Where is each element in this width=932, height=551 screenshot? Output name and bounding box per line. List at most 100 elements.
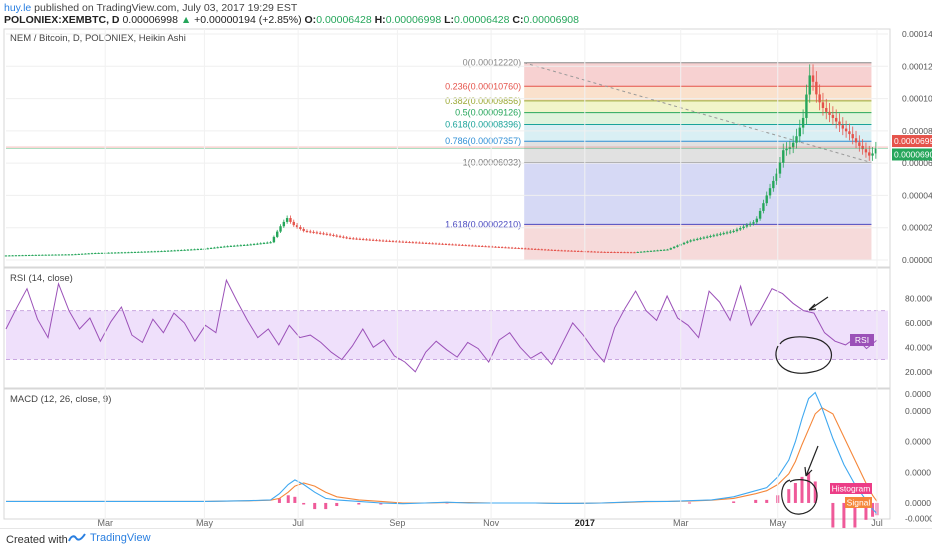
chart-area[interactable]: 0(0.00012220) 0.236(0.00010760) 0.382(0.00… [0,28,932,528]
fib-trend-line [524,62,872,164]
price-candle-body [676,245,679,247]
price-candle-body [371,239,375,241]
price-candle-body [834,117,838,122]
price-candle-body [348,238,352,240]
price-candle-body [292,221,295,226]
low-value: 0.00006428 [454,14,510,26]
macd-histogram-bar [864,502,868,520]
price-candle-body [37,254,41,256]
price-tick-label: 0.00008000 [902,126,932,136]
price-candle-body [643,251,646,253]
price-candle-body [600,251,603,253]
publish-line: huy.le published on TradingView.com, Jul… [4,2,297,14]
price-candle-body [312,231,315,233]
price-candle-body [401,241,405,243]
price-tick-label: 0.00002000 [902,223,932,233]
x-tick-label: Mar [673,518,689,528]
macd-histogram-bar [277,498,281,503]
price-candle-body [798,127,801,137]
price-tick-label: 0.00012000 [902,61,932,71]
price-candle-body [209,247,213,249]
price-candle-body [130,252,133,254]
price-candle-body [659,250,663,252]
macd-histogram-bar [787,489,791,503]
fibonacci-retracement[interactable]: 0(0.00012220) 0.236(0.00010760) 0.382(0.00… [445,58,872,260]
price-candle-body [871,153,874,156]
rsi-tick-label: 60.0000 [905,318,932,328]
price-candle-body [570,250,573,252]
high-value: 0.00006998 [385,14,442,26]
price-candle-body [18,255,21,257]
price-candle-body [127,252,130,254]
price-candle-body [342,236,345,238]
price-candle-body [550,249,553,251]
price-candle-body [123,252,127,254]
price-tag-label: 0.00006998 [894,136,932,146]
price-candle-body [84,253,87,255]
rsi-legend-label: RSI [855,335,869,345]
price-candle-body [520,248,524,250]
price-candle-body [246,244,249,246]
price-pane-frame [3,28,891,268]
macd-histogram-bar [831,502,835,528]
x-tick-label: Mar [97,518,113,528]
price-candle-body [444,244,448,246]
price-candle-body [94,253,97,255]
price-candle-body [732,230,735,232]
price-candle-body [74,254,77,256]
price-candle-body [553,250,557,252]
price-candle-body [107,252,110,254]
price-candle-body [722,233,725,235]
price-candle-body [285,218,289,222]
pane-frames [3,28,891,520]
macd-histogram-bar [379,502,383,505]
price-candle-body [358,238,362,240]
fib-band [524,100,872,113]
macd-histogram-bar [842,502,846,528]
price-candle-body [868,152,871,156]
macd-histogram-bar [813,481,817,503]
x-tick-label: Jul [871,518,883,528]
price-candle-body [494,246,497,248]
rsi-series-line [5,278,878,373]
price-candle-body [580,251,583,253]
price-candle-body [262,242,266,244]
price-candle-body [302,229,305,231]
price-candle-body [405,241,408,243]
rsi-tick-label: 40.0000 [905,342,932,352]
macd-histogram-bar [357,502,361,505]
price-candle-body [219,246,223,248]
price-candle-body [448,244,451,246]
price-candle-body [199,248,203,250]
price-candle-body [305,230,309,232]
price-candle-body [11,255,14,257]
tradingview-brand-label: TradingView [90,532,151,544]
macd-tick-label: 0.0000 [905,498,931,508]
price-candle-body [649,250,653,252]
price-candle-body [815,81,818,95]
price-tick-label: 0.00006000 [902,158,932,168]
price-candle-body [309,231,312,233]
price-candle-body [295,225,299,228]
price-candle-body [504,247,507,249]
price-candle-body [831,114,835,118]
tradingview-brand[interactable]: TradingView [68,532,151,544]
price-candle-body [289,218,292,222]
macd-histogram-bar [335,502,339,507]
price-candle-body [477,245,481,247]
price-candle-body [24,255,28,257]
macd-histogram-bar [754,499,758,503]
price-candle-body [381,240,385,242]
price-candle-body [762,203,765,211]
price-candle-body [14,255,18,257]
price-candle-body [534,248,537,250]
price-candle-body [775,173,778,181]
author-link[interactable]: huy.le [4,2,32,14]
price-candle-body [21,255,24,257]
macd-tick-label: 0.0000 [905,437,931,447]
histogram-legend-tag [830,483,872,494]
macd-tick-label: 0.0000 [905,389,931,399]
macd-histogram-bar [807,472,811,503]
x-tick-label: May [196,518,214,528]
price-candle-body [31,254,34,256]
